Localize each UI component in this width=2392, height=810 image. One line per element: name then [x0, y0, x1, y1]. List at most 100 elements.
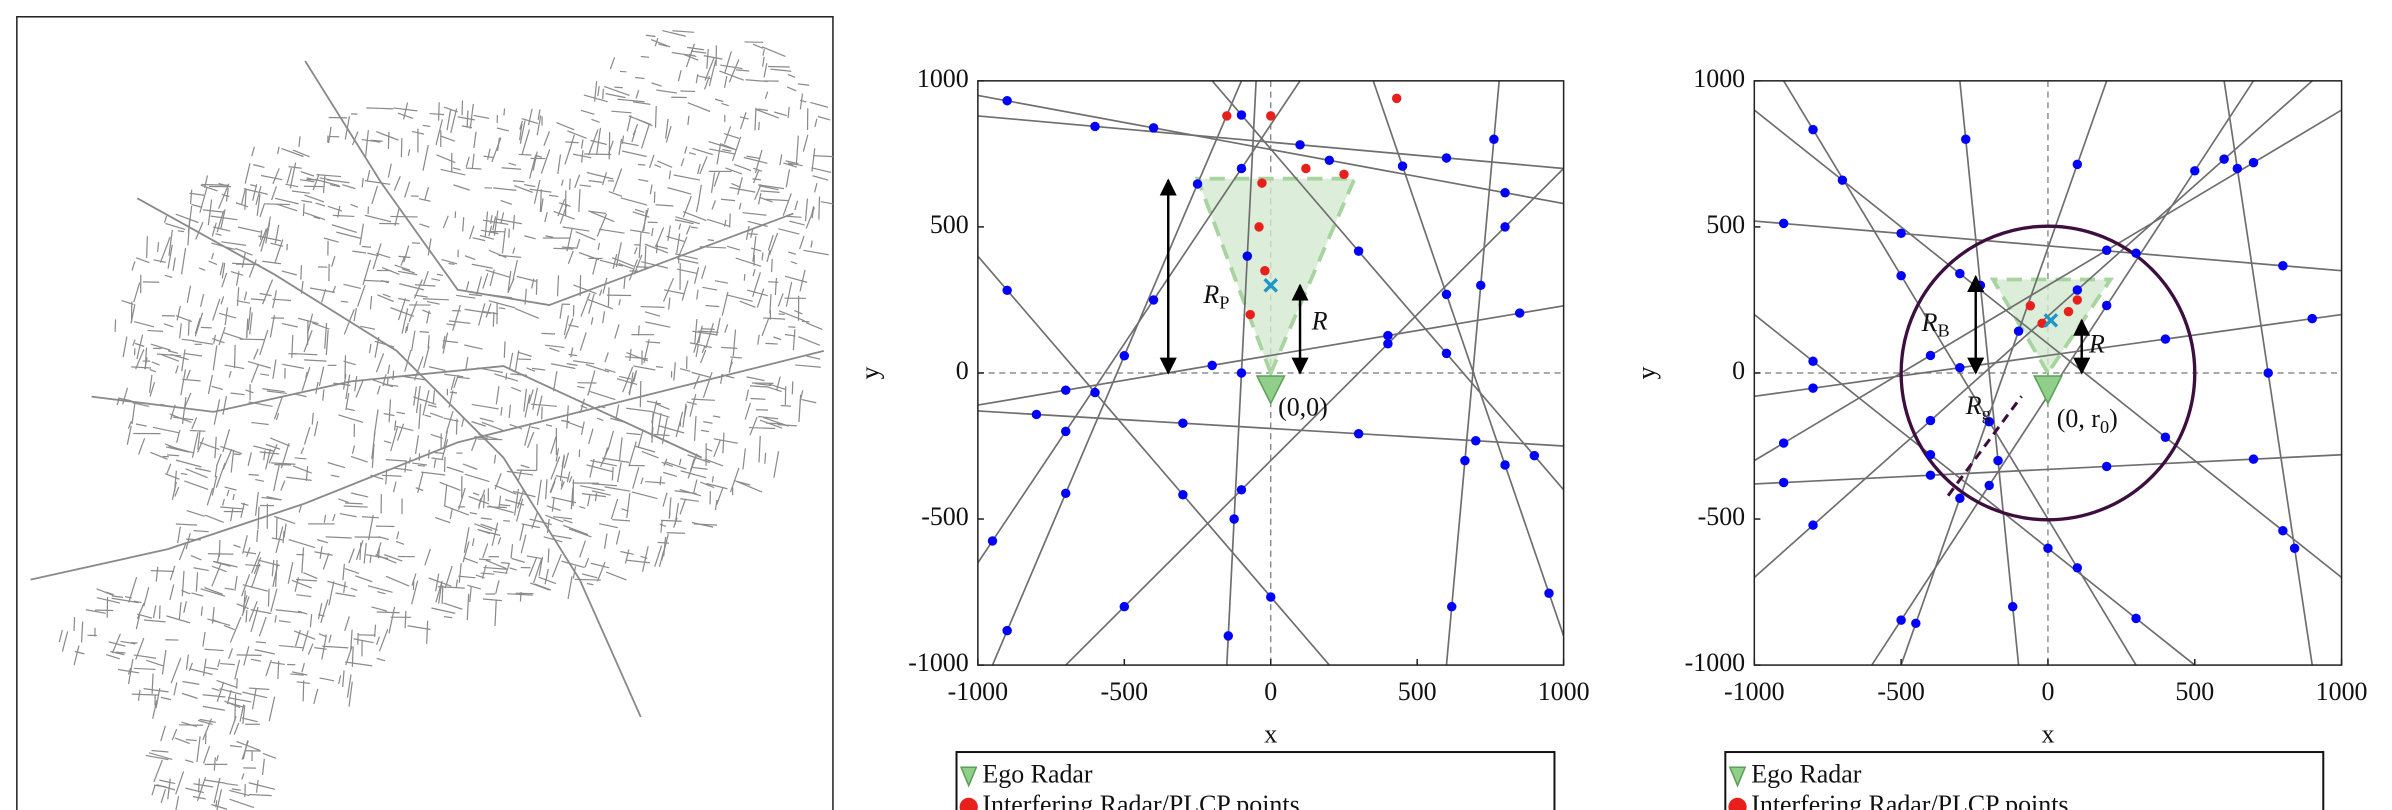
legend-label: Interfering Radar/PLCP points: [1751, 790, 2068, 810]
road: [635, 76, 645, 80]
road: [662, 29, 686, 37]
road: [660, 519, 682, 522]
annotation-subscript: P: [1219, 293, 1229, 313]
road: [265, 448, 271, 470]
road: [551, 553, 562, 578]
road: [429, 112, 445, 116]
road: [691, 398, 715, 401]
road: [761, 318, 770, 337]
road: [786, 163, 794, 166]
road: [254, 491, 259, 516]
road: [241, 596, 250, 617]
road: [350, 587, 358, 592]
road: [646, 400, 662, 405]
road: [795, 364, 821, 368]
road: [298, 505, 302, 513]
road: [655, 204, 674, 207]
road: [573, 360, 595, 365]
road: [312, 322, 330, 330]
road: [224, 364, 245, 370]
road: [471, 403, 499, 410]
road: [743, 273, 746, 281]
road: [588, 179, 603, 184]
road: [222, 429, 231, 453]
road: [730, 356, 742, 359]
road: [631, 491, 658, 500]
road: [105, 591, 114, 596]
road: [749, 416, 758, 436]
road: [288, 538, 316, 549]
plcp-point: [1911, 618, 1921, 629]
road: [367, 585, 393, 593]
road: [211, 803, 228, 810]
plcp-point: [2131, 248, 2141, 258]
road: [185, 468, 208, 479]
road: [654, 545, 663, 567]
road: [764, 91, 769, 99]
road: [221, 241, 247, 246]
plcp-point: [1925, 450, 1936, 460]
road: [428, 577, 452, 587]
road: [205, 666, 219, 670]
road: [777, 293, 784, 307]
road: [705, 304, 720, 308]
road: [510, 544, 514, 559]
road: [693, 415, 697, 441]
road: [443, 615, 453, 619]
road: [178, 602, 182, 620]
road: [778, 228, 800, 235]
road: [595, 127, 602, 155]
interfering-point: [1254, 222, 1264, 232]
road: [603, 85, 630, 97]
road: [500, 406, 503, 416]
road: [228, 697, 252, 703]
main-road: [136, 197, 642, 718]
road: [376, 636, 380, 645]
road: [241, 252, 246, 268]
road: [175, 213, 199, 224]
plcp-point: [1324, 155, 1335, 166]
road: [335, 592, 356, 597]
road: [696, 289, 699, 300]
plcp-point: [1778, 218, 1789, 229]
plcp-point: [1148, 123, 1159, 133]
road: [344, 568, 360, 575]
road: [678, 458, 682, 466]
road: [708, 60, 717, 87]
road: [235, 202, 249, 208]
road: [478, 558, 491, 561]
road: [221, 193, 230, 198]
road: [169, 584, 175, 601]
road: [535, 155, 542, 158]
road: [640, 305, 665, 308]
road: [163, 323, 174, 328]
road: [625, 559, 651, 564]
road: [641, 207, 649, 233]
road: [262, 260, 282, 265]
road: [120, 640, 136, 645]
road: [532, 151, 538, 171]
road: [672, 30, 695, 33]
road: [383, 412, 395, 417]
road: [555, 475, 569, 479]
road: [422, 144, 429, 171]
road: [737, 177, 743, 195]
road: [200, 184, 218, 192]
road: [658, 550, 665, 568]
road: [700, 481, 715, 489]
road: [168, 229, 173, 256]
road: [248, 600, 258, 622]
road: [623, 276, 626, 289]
road: [638, 178, 649, 182]
road: [588, 293, 595, 314]
road: [612, 168, 623, 192]
road: [148, 374, 153, 393]
road: [363, 542, 367, 564]
y-tick-label: -500: [1698, 502, 1746, 531]
road: [618, 299, 621, 306]
road: [704, 458, 724, 467]
plcp-point: [1236, 485, 1247, 495]
interfering-point: [1257, 178, 1267, 188]
road: [602, 88, 604, 100]
road: [773, 336, 782, 341]
